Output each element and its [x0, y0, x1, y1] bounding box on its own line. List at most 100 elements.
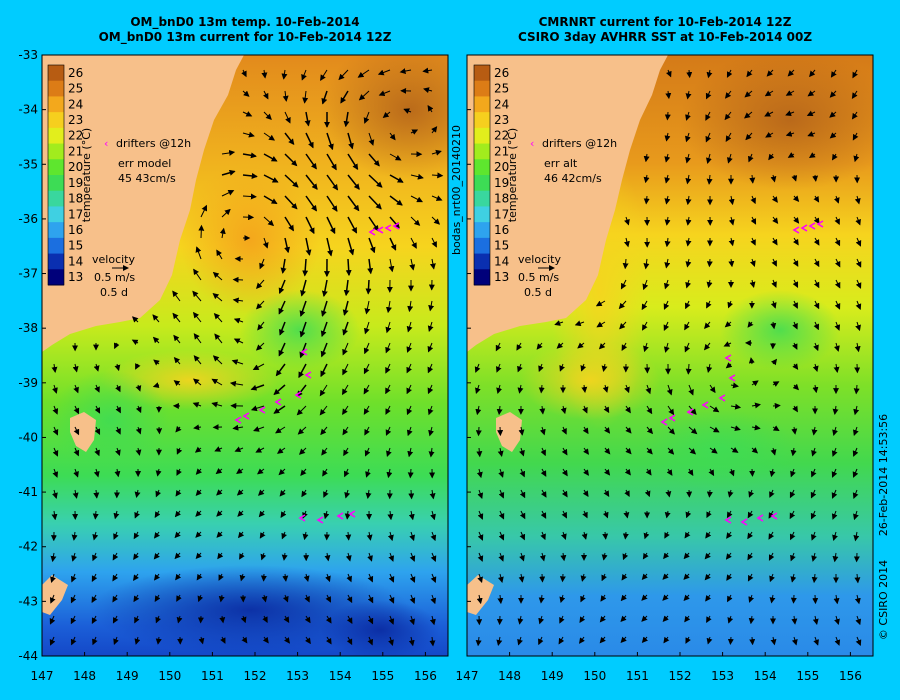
- current-vector-arrow: [497, 594, 504, 605]
- current-vector-arrow: [282, 573, 289, 582]
- current-vector-arrow: [829, 132, 837, 139]
- current-vector-arrow: [229, 380, 244, 387]
- current-vector-arrow: [723, 341, 732, 347]
- current-vector-arrow: [749, 258, 756, 267]
- current-vector-arrow: [595, 300, 606, 307]
- current-vector-arrow: [624, 216, 630, 226]
- current-vector-arrow: [852, 69, 858, 79]
- colorbar-tick-label: 15: [494, 239, 509, 253]
- current-vector-arrow: [853, 531, 860, 542]
- current-vector-arrow: [221, 149, 236, 156]
- current-vector-arrow: [221, 190, 235, 197]
- current-vector-arrow: [787, 69, 795, 77]
- current-vector-arrow: [305, 132, 314, 149]
- current-vector-arrow: [625, 405, 631, 414]
- current-vector-arrow: [475, 636, 482, 647]
- current-vector-arrow: [853, 384, 860, 395]
- current-vector-arrow: [260, 552, 267, 561]
- current-vector-arrow: [299, 321, 307, 338]
- current-vector-arrow: [91, 594, 98, 603]
- drifter-marker: [792, 226, 800, 234]
- current-vector-arrow: [854, 195, 861, 205]
- x-tick-label: 154: [754, 669, 777, 683]
- left-y-axis-ticks: -33 -34 -35 -36 -37 -38 -39 -40 -41 -42 -43 -44: [18, 48, 46, 663]
- colorbar-segment: [474, 269, 490, 286]
- current-vector-arrow: [703, 342, 711, 351]
- colorbar-segment: [48, 175, 64, 192]
- current-vector-arrow: [704, 573, 711, 581]
- current-vector-arrow: [52, 468, 59, 478]
- colorbar-segment: [474, 65, 490, 82]
- current-vector-arrow: [574, 320, 585, 327]
- current-vector-arrow: [810, 531, 817, 541]
- current-vector-arrow: [855, 321, 861, 332]
- current-vector-arrow: [855, 258, 862, 268]
- current-vector-arrow: [811, 552, 818, 562]
- current-vector-arrow: [730, 382, 739, 389]
- colorbar-tick-label: 26: [494, 66, 509, 80]
- current-vector-arrow: [320, 426, 328, 436]
- current-vector-arrow: [50, 573, 56, 583]
- current-vector-arrow: [173, 380, 181, 387]
- current-vector-arrow: [263, 195, 278, 205]
- current-vector-arrow: [195, 489, 202, 496]
- current-vector-arrow: [667, 447, 675, 455]
- current-vector-arrow: [385, 426, 392, 436]
- colorbar-tick-label: 23: [68, 113, 83, 127]
- current-vector-arrow: [792, 383, 799, 391]
- current-vector-arrow: [792, 321, 798, 330]
- current-vector-arrow: [408, 510, 415, 521]
- current-vector-arrow: [275, 363, 286, 377]
- current-vector-arrow: [791, 174, 798, 182]
- current-vector-arrow: [538, 363, 544, 373]
- y-tick-label: -36: [18, 212, 38, 226]
- current-vector-arrow: [427, 363, 434, 374]
- current-vector-arrow: [346, 573, 352, 583]
- x-tick-label: 155: [796, 669, 819, 683]
- current-vector-arrow: [685, 111, 691, 121]
- current-vector-arrow: [284, 174, 299, 188]
- current-vector-arrow: [399, 68, 412, 75]
- x-tick-label: 148: [73, 669, 96, 683]
- current-vector-arrow: [517, 615, 524, 625]
- current-vector-arrow: [406, 342, 413, 353]
- current-vector-arrow: [768, 510, 775, 519]
- current-vector-arrow: [704, 321, 711, 329]
- current-vector-arrow: [298, 447, 307, 455]
- colorbar-segment: [474, 253, 490, 270]
- right-legend: ‹ drifters @12h err alt 46 42cm/s veloci…: [518, 137, 617, 299]
- current-vector-arrow: [389, 153, 402, 161]
- current-vector-arrow: [809, 69, 816, 78]
- current-vector-arrow: [688, 426, 698, 435]
- current-vector-arrow: [604, 447, 611, 455]
- right-x-axis-ticks: 147 148 149 150 151 152 153 154 155 156: [456, 652, 862, 683]
- current-vector-arrow: [577, 342, 585, 349]
- current-vector-arrow: [326, 153, 337, 171]
- current-vector-arrow: [833, 363, 840, 373]
- colorbar-tick-label: 24: [68, 97, 83, 111]
- current-vector-arrow: [751, 447, 759, 454]
- current-vector-arrow: [581, 384, 588, 393]
- current-vector-arrow: [519, 468, 526, 478]
- colorbar-tick-label: 23: [494, 113, 509, 127]
- current-vector-arrow: [429, 615, 436, 626]
- current-vector-arrow: [430, 573, 437, 584]
- current-vector-arrow: [242, 111, 253, 117]
- current-vector-arrow: [377, 69, 391, 76]
- current-vector-arrow: [345, 552, 352, 562]
- x-tick-label: 154: [329, 669, 352, 683]
- current-vector-arrow: [685, 153, 691, 164]
- right-title-line2: CSIRO 3day AVHRR SST at 10-Feb-2014 00Z: [518, 30, 812, 44]
- current-vector-arrow: [538, 615, 545, 625]
- current-vector-arrow: [259, 258, 265, 270]
- current-vector-arrow: [685, 636, 691, 644]
- current-vector-arrow: [326, 195, 338, 212]
- current-vector-arrow: [305, 174, 318, 190]
- current-vector-arrow: [663, 300, 670, 310]
- current-vector-arrow: [727, 594, 733, 603]
- current-vector-arrow: [52, 384, 58, 394]
- current-vector-arrow: [49, 594, 56, 604]
- current-vector-arrow: [193, 268, 202, 281]
- colorbar-segment: [474, 143, 490, 160]
- current-vector-arrow: [580, 594, 586, 603]
